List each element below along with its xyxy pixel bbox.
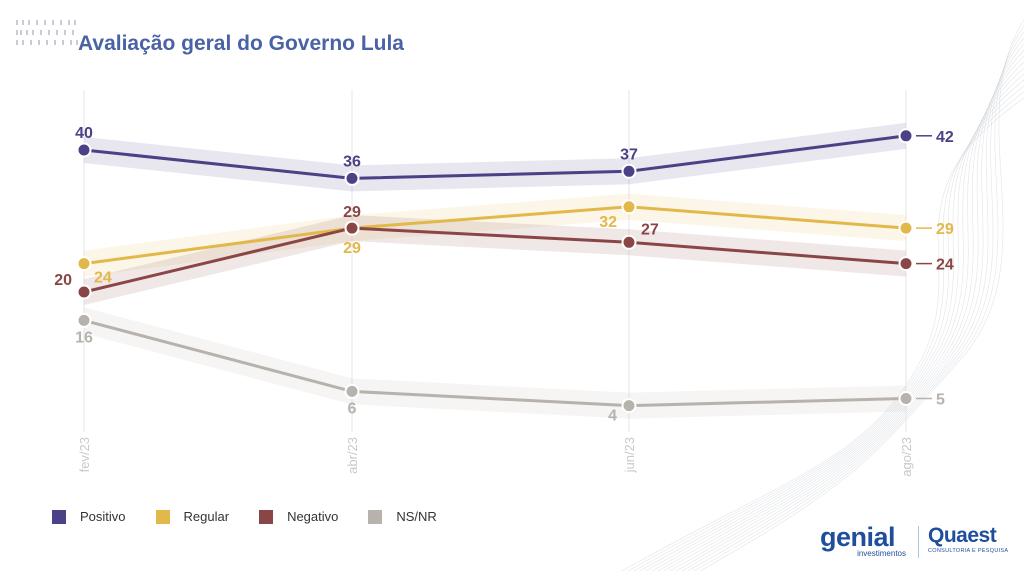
data-point xyxy=(621,398,637,414)
legend-swatch xyxy=(52,509,66,524)
data-point xyxy=(898,220,914,236)
legend-item: Negativo xyxy=(259,509,338,524)
brand-divider xyxy=(918,526,919,558)
legend-label: NS/NR xyxy=(396,509,437,524)
genial-logo: genial investimentos xyxy=(820,524,906,560)
data-labels: 40 36 37 42 24 29 32 29 20 29 27 24 16 6 4 5 xyxy=(54,125,954,425)
legend-swatch xyxy=(155,509,170,524)
data-label: 16 xyxy=(75,329,93,346)
quaest-logo: Quaest CONSULTORIA E PESQUISA xyxy=(928,524,1018,560)
data-point xyxy=(898,391,914,406)
data-point xyxy=(76,256,92,272)
data-point xyxy=(621,163,637,179)
x-tick-label: jun/23 xyxy=(622,437,637,473)
data-point xyxy=(76,312,92,328)
legend-item: Positivo xyxy=(52,509,126,524)
data-point xyxy=(898,128,914,144)
legend-swatch xyxy=(368,509,383,524)
series-line xyxy=(83,226,907,294)
data-label: 42 xyxy=(936,129,954,146)
data-label: 37 xyxy=(620,146,638,163)
data-point xyxy=(344,383,360,399)
data-point xyxy=(621,234,637,250)
data-label: 24 xyxy=(936,257,954,274)
data-label: 24 xyxy=(94,270,112,287)
quaest-subtitle: CONSULTORIA E PESQUISA xyxy=(928,548,1009,554)
data-point xyxy=(76,142,92,158)
data-label: 29 xyxy=(936,221,954,238)
data-label: 40 xyxy=(75,125,93,142)
data-label: 4 xyxy=(608,408,617,425)
confidence-bands xyxy=(84,122,906,419)
series-lines xyxy=(83,134,907,408)
data-label: 29 xyxy=(343,204,361,221)
legend-label: Positivo xyxy=(80,509,126,524)
x-tick-label: fev/23 xyxy=(77,437,92,472)
legend-label: Regular xyxy=(183,509,230,524)
data-point xyxy=(621,199,637,215)
genial-subtitle: investimentos xyxy=(857,549,906,558)
data-point xyxy=(76,284,92,300)
genial-wordmark: genial xyxy=(820,522,896,552)
data-label: 36 xyxy=(343,153,361,170)
x-tick-label: abr/23 xyxy=(345,437,360,474)
data-point xyxy=(898,256,914,272)
series-line xyxy=(83,205,907,266)
x-tick-label: ago/23 xyxy=(899,437,914,477)
x-axis-ticks: fev/23 abr/23 jun/23 ago/23 xyxy=(77,437,914,477)
legend-item: NS/NR xyxy=(368,509,437,524)
data-label: 27 xyxy=(641,221,659,238)
chart-title: Avaliação geral do Governo Lula xyxy=(78,32,404,55)
data-point xyxy=(344,170,360,186)
quaest-wordmark: Quaest xyxy=(928,524,997,547)
data-points xyxy=(76,128,932,414)
logo-mark-icon xyxy=(16,20,78,45)
decorative-waves xyxy=(621,19,1024,571)
confidence-band xyxy=(84,307,906,419)
data-label: 32 xyxy=(599,214,617,231)
series-line xyxy=(83,318,907,408)
legend: Positivo Regular Negativo NS/NR xyxy=(52,509,467,524)
data-label: 29 xyxy=(343,240,361,257)
data-point xyxy=(344,220,360,236)
legend-swatch xyxy=(259,509,274,524)
series-line xyxy=(83,134,907,180)
data-label: 6 xyxy=(348,400,357,417)
confidence-band xyxy=(84,122,906,192)
legend-item: Regular xyxy=(155,509,230,524)
data-label: 5 xyxy=(936,392,945,409)
data-label: 20 xyxy=(54,272,72,289)
confidence-band xyxy=(84,193,906,277)
legend-label: Negativo xyxy=(287,509,339,524)
